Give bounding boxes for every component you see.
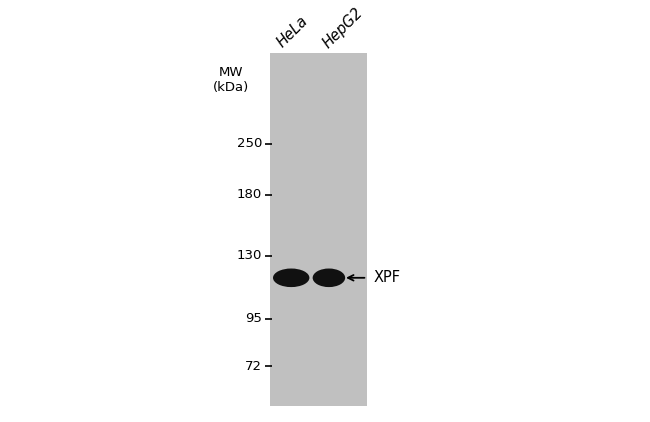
Text: 95: 95 (245, 312, 262, 325)
Ellipse shape (273, 268, 309, 287)
Text: 250: 250 (237, 138, 262, 150)
Bar (270, 53, 367, 406)
Text: 180: 180 (237, 188, 262, 201)
Text: HepG2: HepG2 (320, 5, 365, 51)
Text: XPF: XPF (374, 271, 401, 285)
Text: MW
(kDa): MW (kDa) (213, 66, 249, 95)
Ellipse shape (313, 268, 345, 287)
Text: 130: 130 (237, 249, 262, 262)
Text: 72: 72 (245, 360, 262, 373)
Text: HeLa: HeLa (274, 14, 311, 51)
